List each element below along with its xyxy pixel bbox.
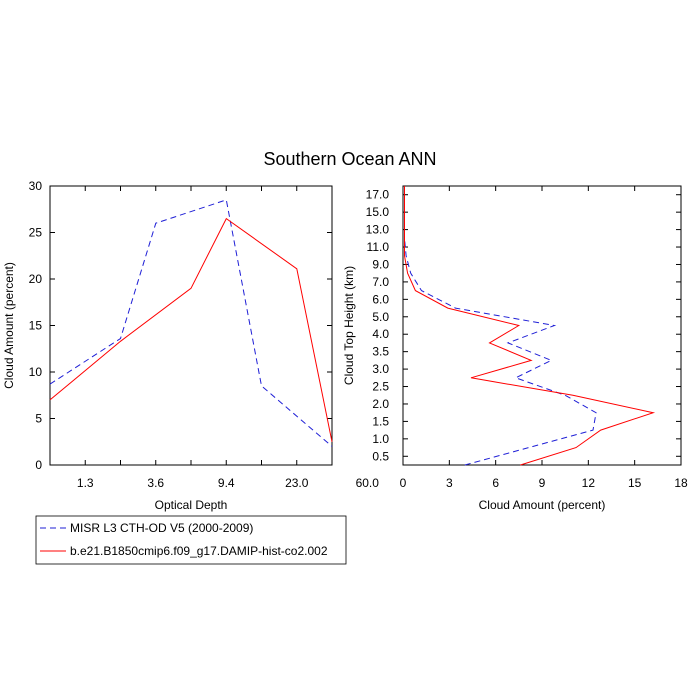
- x-tick-label: 9: [539, 476, 546, 490]
- y-tick-label: 15.0: [366, 205, 390, 219]
- model-cloud-top-height-line: [404, 186, 656, 466]
- legend: MISR L3 CTH-OD V5 (2000-2009) b.e21.B185…: [35, 515, 347, 565]
- y-tick-label: 1.5: [372, 414, 389, 428]
- x-tick-label: 15: [628, 476, 642, 490]
- x-tick-label: 6: [492, 476, 499, 490]
- y-tick-label: 5: [35, 412, 42, 426]
- y-tick-label: 6.0: [372, 292, 389, 306]
- figure-title: Southern Ocean ANN: [263, 149, 436, 169]
- x-tick-label: 60.0: [356, 476, 380, 490]
- y-tick-label: 11.0: [367, 240, 390, 254]
- x-tick-label: 12: [582, 476, 596, 490]
- y-tick-label: 2.0: [372, 397, 389, 411]
- legend-box: [35, 515, 347, 565]
- y-tick-label: 17.0: [366, 188, 390, 202]
- y-tick-label: 7.0: [372, 275, 389, 289]
- model-optical-depth-line: [49, 217, 333, 442]
- x-tick-label: 3.6: [147, 476, 164, 490]
- x-tick-label: 3: [446, 476, 453, 490]
- y-tick-label: 3.5: [372, 345, 389, 359]
- legend-model-label: b.e21.B1850cmip6.f09_g17.DAMIP-hist-co2.…: [70, 544, 328, 558]
- y-tick-label: 2.5: [372, 380, 389, 394]
- y-tick-label: 1.0: [372, 432, 389, 446]
- y-tick-label: 30: [29, 179, 43, 193]
- y-tick-label: 4.0: [372, 327, 389, 341]
- y-tick-label: 0: [35, 458, 42, 472]
- y-tick-label: 20: [29, 272, 43, 286]
- cloud-top-height-xlabel: Cloud Amount (percent): [479, 498, 606, 512]
- optical-depth-series: [49, 199, 333, 447]
- x-tick-label: 23.0: [285, 476, 309, 490]
- legend-obs-label: MISR L3 CTH-OD V5 (2000-2009): [70, 521, 253, 535]
- cloud-top-height-ylabel: Cloud Top Height (km): [342, 266, 356, 385]
- cloud-top-height-plot-frame: [402, 185, 682, 466]
- optical-depth-xlabel: Optical Depth: [155, 498, 228, 512]
- y-tick-label: 10: [29, 365, 43, 379]
- cloud-top-height-ticks: 0 3 6 9 12 15 18 0.5 1.0 1.5 2.0 2.5 3.0 3.5 4.0 5.0 6.0…: [366, 186, 688, 490]
- y-tick-label: 9.0: [372, 257, 389, 271]
- optical-depth-plot-frame: [49, 185, 333, 466]
- optical-depth-panel: 1.3 3.6 9.4 23.0 60.0 0 5 10 15 20 25 30 Optical De…: [2, 179, 379, 512]
- y-tick-label: 15: [29, 319, 43, 333]
- optical-depth-ylabel: Cloud Amount (percent): [2, 262, 16, 389]
- x-tick-label: 0: [400, 476, 407, 490]
- y-tick-label: 25: [29, 226, 43, 240]
- optical-depth-ticks: 1.3 3.6 9.4 23.0 60.0 0 5 10 15 20 25 30: [29, 179, 380, 490]
- obs-cloud-top-height-line: [404, 186, 597, 466]
- y-tick-label: 5.0: [372, 310, 389, 324]
- cloud-top-height-series: [404, 186, 656, 466]
- cloud-top-height-panel: 0 3 6 9 12 15 18 0.5 1.0 1.5 2.0 2.5 3.0 3.5 4.0 5.0 6.0…: [342, 185, 688, 512]
- y-tick-label: 3.0: [372, 362, 389, 376]
- x-tick-label: 1.3: [77, 476, 94, 490]
- y-tick-label: 0.5: [372, 449, 389, 463]
- obs-optical-depth-line: [49, 199, 333, 447]
- x-tick-label: 9.4: [218, 476, 235, 490]
- y-tick-label: 13.0: [366, 223, 390, 237]
- x-tick-label: 18: [674, 476, 688, 490]
